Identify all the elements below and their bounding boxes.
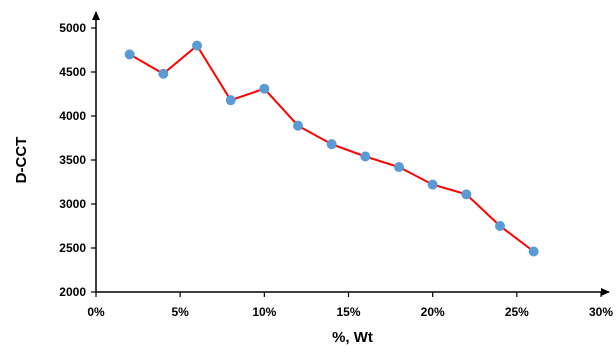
series (124, 40, 539, 257)
y-tick-label: 5000 (59, 21, 86, 35)
data-point (225, 95, 236, 106)
y-axis-title: D-CCT (13, 137, 30, 184)
x-axis-title: %, Wt (332, 329, 373, 346)
y-tick-label: 4000 (59, 109, 86, 123)
x-tick-label: 25% (505, 305, 529, 319)
x-tick-label: 5% (171, 305, 189, 319)
data-point (394, 162, 404, 173)
x-tick-label: 30% (589, 305, 613, 319)
x-axis-arrow (601, 288, 610, 296)
y-tick-label: 3000 (59, 197, 86, 211)
data-point (360, 151, 371, 162)
axes (92, 11, 610, 296)
data-point (293, 120, 303, 131)
y-tick-label: 2500 (59, 241, 86, 255)
data-point (192, 40, 202, 51)
x-tick-label: 0% (87, 305, 105, 319)
data-point (158, 68, 169, 79)
y-tick-label: 3500 (59, 153, 86, 167)
data-point (427, 179, 438, 190)
y-tick-label: 4500 (59, 65, 86, 79)
data-point (124, 49, 135, 60)
x-tick-label: 15% (336, 305, 360, 319)
data-point (528, 246, 539, 257)
data-point (461, 189, 472, 200)
data-point (326, 139, 337, 150)
x-tick-label: 10% (252, 305, 276, 319)
y-tick-label: 2000 (59, 285, 86, 299)
y-axis-arrow (92, 11, 100, 20)
ticks: 2000 2500 3000 3500 4000 4500 5000 0% 5% 10% 15% 20… (59, 21, 613, 319)
data-point (259, 83, 270, 94)
data-point (495, 221, 505, 231)
x-tick-label: 20% (421, 305, 445, 319)
